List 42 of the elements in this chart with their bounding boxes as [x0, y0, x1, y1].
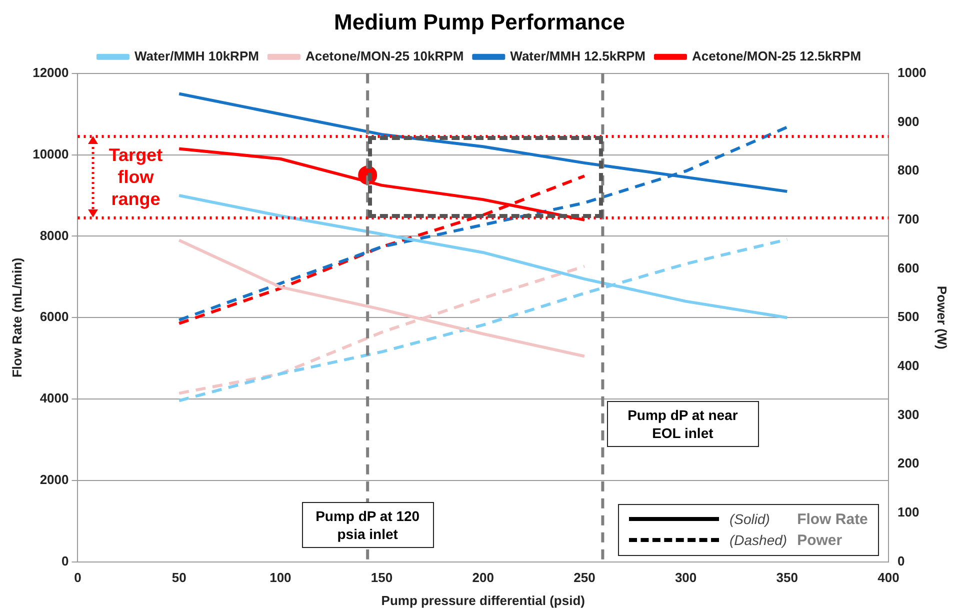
chart-title: Medium Pump Performance — [334, 9, 625, 34]
legend-label: Water/MMH 10kRPM — [134, 48, 259, 64]
y-tick-label: 6000 — [40, 309, 69, 324]
y-tick-label: 4000 — [40, 390, 69, 406]
annotation: (Solid) — [729, 511, 771, 528]
y2-axis-title: Power (W) — [934, 286, 950, 350]
x-tick-label: 400 — [878, 570, 900, 586]
x-tick-label: 300 — [674, 570, 697, 586]
ref-line-label: Pump dP at near EOL inlet — [606, 400, 759, 447]
legend-label: Water/MMH 12.5kRPM — [510, 48, 646, 64]
y-tick-label: 0 — [62, 553, 69, 568]
annotation: (Dashed) — [729, 532, 788, 548]
ref-line-label: Pump dP at 120 psia inlet — [302, 502, 434, 548]
y-axis-title: Flow Rate (mL/min) — [9, 258, 24, 378]
y-tick-label: 10000 — [32, 146, 69, 162]
x-tick-label: 150 — [370, 570, 393, 586]
y2-tick-label: 200 — [897, 456, 920, 471]
x-tick-label: 0 — [74, 570, 82, 586]
x-tick-label: 250 — [574, 570, 596, 586]
annotation: Flow Rate — [797, 510, 868, 528]
x-axis-title: Pump pressure differential (psid) — [381, 592, 585, 608]
y-tick-label: 12000 — [32, 64, 69, 80]
y2-tick-label: 100 — [897, 504, 920, 520]
y2-tick-label: 1000 — [897, 64, 926, 80]
annotation: Target flow range — [108, 144, 164, 210]
y2-tick-label: 300 — [897, 406, 920, 422]
x-tick-label: 350 — [776, 570, 798, 586]
y-tick-label: 8000 — [40, 228, 69, 243]
y2-tick-label: 600 — [897, 260, 920, 276]
x-tick-label: 200 — [472, 570, 494, 586]
y2-tick-label: 700 — [897, 212, 920, 226]
y2-tick-label: 0 — [897, 553, 905, 568]
y2-tick-label: 500 — [897, 309, 920, 324]
x-tick-label: 100 — [270, 570, 292, 586]
legend-label: Acetone/MON-25 10kRPM — [305, 48, 464, 64]
y2-tick-label: 900 — [897, 114, 920, 129]
y-tick-label: 2000 — [40, 472, 69, 487]
y2-tick-label: 400 — [897, 358, 920, 374]
legend-label: Acetone/MON-25 12.5kRPM — [692, 48, 862, 64]
y2-tick-label: 800 — [897, 162, 920, 178]
annotation: Power — [797, 532, 844, 549]
x-tick-label: 50 — [172, 570, 186, 586]
